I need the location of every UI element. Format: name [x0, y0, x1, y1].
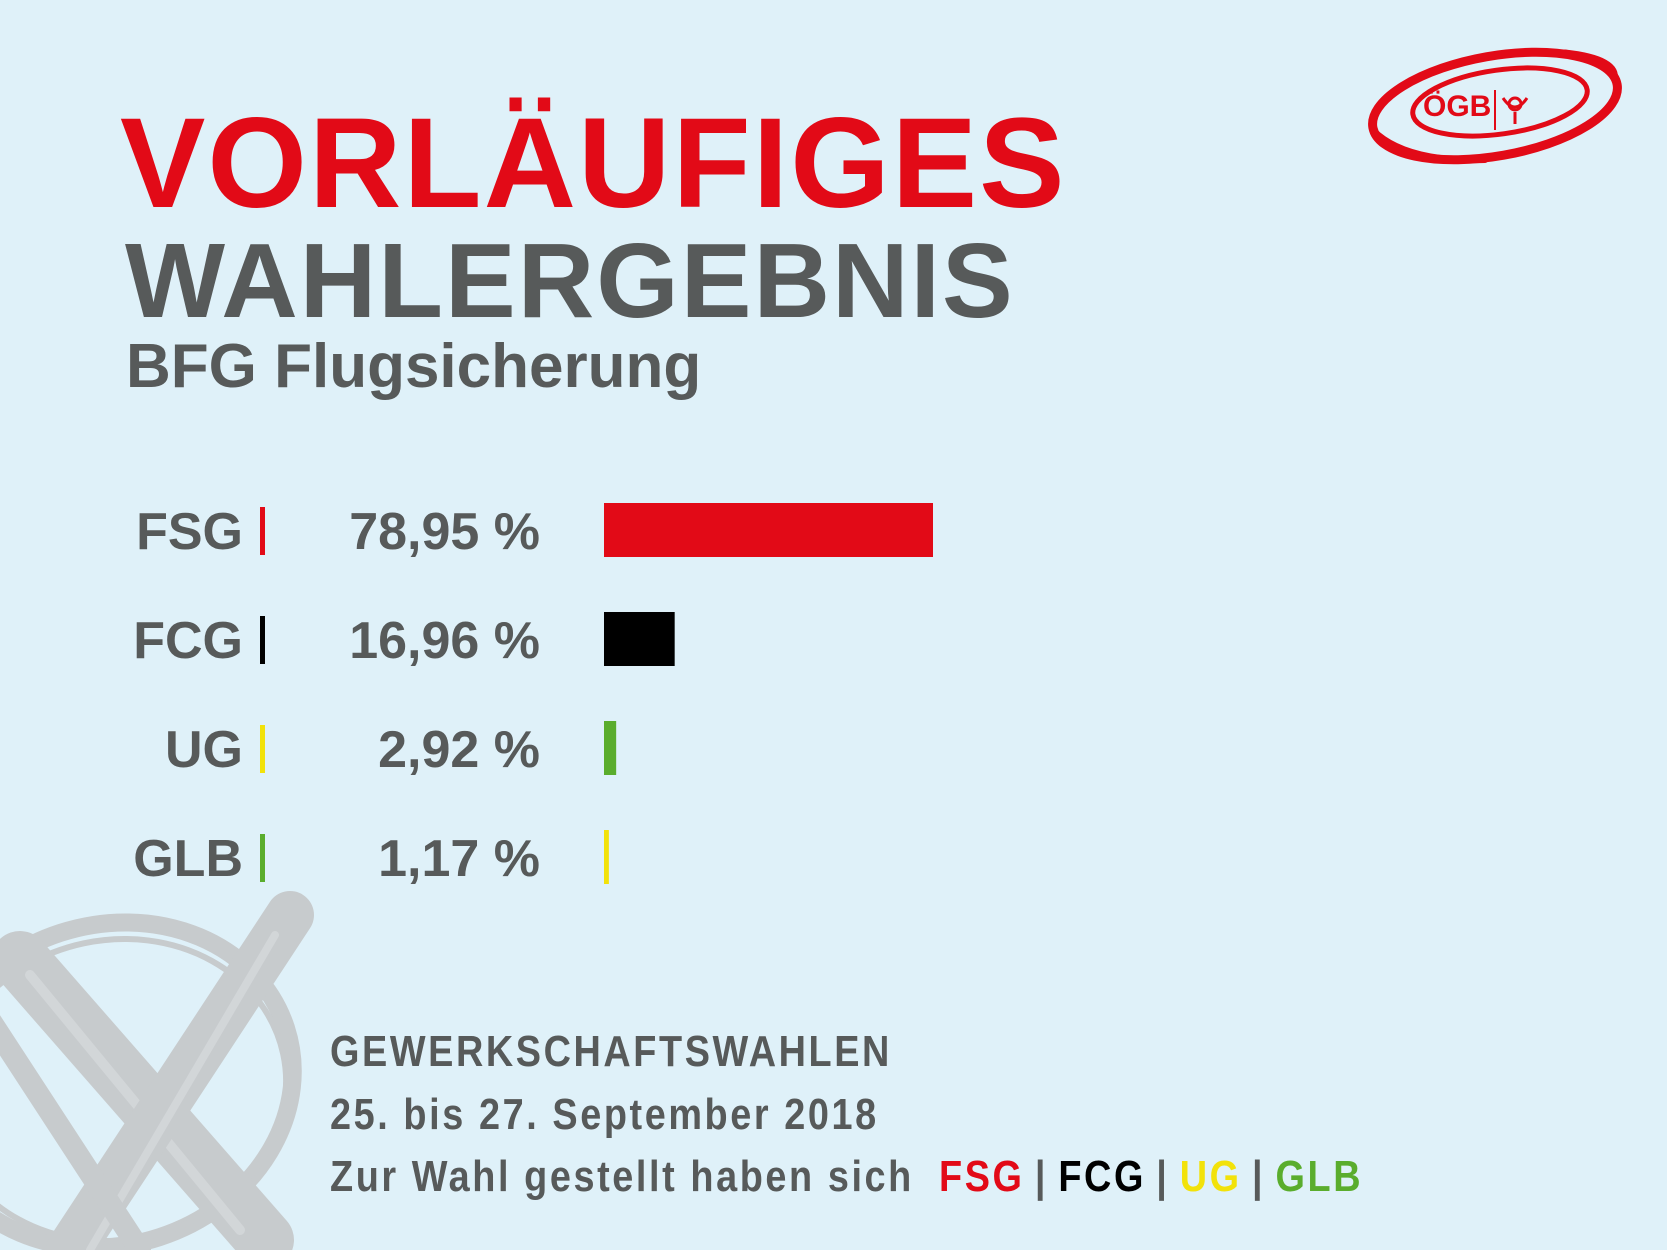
- footer-party-ug: UG: [1179, 1152, 1242, 1201]
- title-line-2: WAHLERGEBNIS: [125, 222, 1015, 340]
- oegb-logo: ÖGB: [1368, 47, 1622, 165]
- footer-party-list: Zur Wahl gestellt haben sich FSG | FCG | UG |…: [330, 1155, 1363, 1199]
- post-horn-icon: [1501, 96, 1529, 124]
- footer-separator: |: [1252, 1152, 1266, 1201]
- footer-party-glb: GLB: [1275, 1152, 1364, 1201]
- footer-separator: |: [1156, 1152, 1170, 1201]
- footer-election-name: GEWERKSCHAFTSWAHLEN: [330, 1027, 892, 1076]
- bar-ug: [604, 721, 617, 775]
- footer-party-fcg: FCG: [1058, 1152, 1146, 1201]
- value-label-ug: 2,92 %: [378, 721, 540, 779]
- category-label-fcg: FCG: [133, 612, 243, 670]
- category-label-fsg: FSG: [136, 503, 243, 561]
- value-label-fcg: 16,96 %: [349, 612, 540, 670]
- footer-election-date: 25. bis 27. September 2018: [330, 1090, 879, 1139]
- footer-separator: |: [1034, 1152, 1049, 1201]
- footer-party-fsg: FSG: [939, 1152, 1025, 1201]
- value-label-fsg: 78,95 %: [349, 503, 540, 561]
- category-marker-ug: [260, 725, 265, 773]
- value-label-glb: 1,17 %: [378, 830, 540, 888]
- category-marker-fcg: [260, 616, 265, 664]
- subtitle: BFG Flugsicherung: [126, 332, 702, 401]
- title-line-1: VORLÄUFIGES: [120, 92, 1067, 235]
- logo-text: ÖGB: [1423, 90, 1491, 123]
- category-marker-glb: [260, 834, 265, 882]
- category-label-ug: UG: [165, 721, 243, 779]
- category-marker-fsg: [260, 507, 265, 555]
- footer-party-list-prefix: Zur Wahl gestellt haben sich: [330, 1152, 914, 1201]
- bar-glb: [604, 830, 609, 884]
- bar-fsg: [604, 503, 933, 557]
- bar-fcg: [604, 612, 675, 666]
- category-label-glb: GLB: [133, 830, 243, 888]
